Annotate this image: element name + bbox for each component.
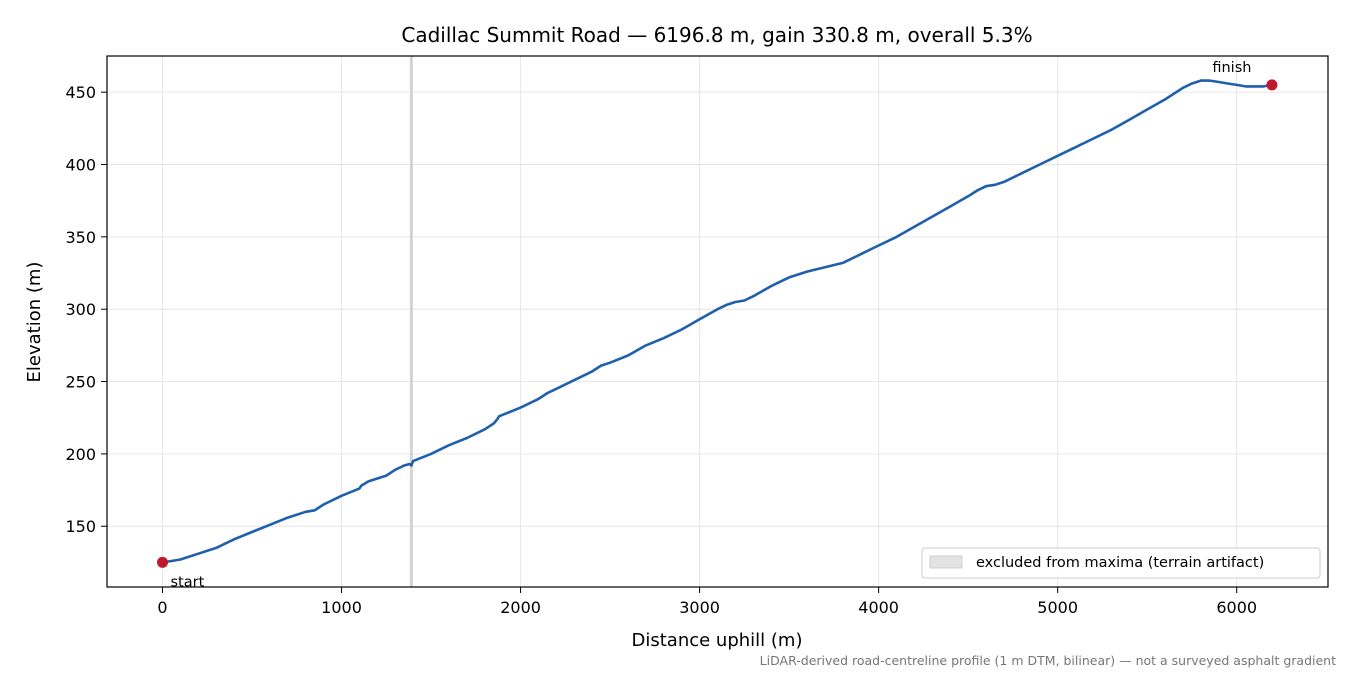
- footnote: LiDAR-derived road-centreline profile (1…: [760, 653, 1336, 668]
- x-tick-label: 5000: [1037, 598, 1078, 617]
- y-axis-label: Elevation (m): [24, 262, 45, 383]
- legend-swatch: [929, 555, 963, 569]
- excluded-band: [409, 56, 413, 587]
- y-tick-label: 400: [65, 156, 96, 175]
- x-axis-ticks: 0 1000 2000 3000 4000 5000 6000: [157, 587, 1257, 617]
- excluded-band-strip: [409, 56, 413, 587]
- x-tick-label: 1000: [321, 598, 362, 617]
- finish-label: finish: [1212, 60, 1251, 76]
- x-tick-label: 6000: [1216, 598, 1257, 617]
- y-tick-label: 250: [65, 373, 96, 392]
- chart-title: Cadillac Summit Road — 6196.8 m, gain 33…: [401, 23, 1032, 47]
- x-axis-label: Distance uphill (m): [632, 630, 803, 651]
- start-marker: [157, 556, 168, 568]
- start-label: start: [171, 574, 205, 590]
- y-axis-ticks: 150 200 250 300 350 400 450: [65, 83, 107, 536]
- x-tick-label: 0: [157, 598, 167, 617]
- y-tick-label: 450: [65, 83, 96, 102]
- y-tick-label: 300: [65, 300, 96, 319]
- legend: excluded from maxima (terrain artifact): [921, 547, 1321, 579]
- y-tick-label: 150: [65, 517, 96, 536]
- plot-frame: [106, 55, 1329, 588]
- x-tick-label: 2000: [500, 598, 541, 617]
- y-tick-label: 200: [65, 445, 96, 464]
- series-group: [161, 79, 1274, 564]
- x-tick-label: 4000: [858, 598, 899, 617]
- finish-marker: [1266, 79, 1278, 91]
- x-tick-label: 3000: [679, 598, 720, 617]
- legend-box: [921, 547, 1321, 579]
- legend-label: excluded from maxima (terrain artifact): [976, 555, 1264, 571]
- y-tick-label: 350: [65, 228, 96, 247]
- elevation-line: [161, 79, 1274, 564]
